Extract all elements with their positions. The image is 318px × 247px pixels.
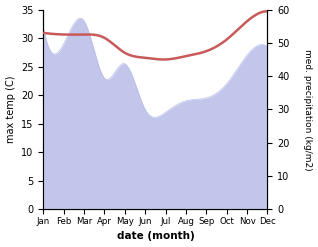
Y-axis label: med. precipitation (kg/m2): med. precipitation (kg/m2) [303,49,313,170]
X-axis label: date (month): date (month) [116,231,194,242]
Y-axis label: max temp (C): max temp (C) [5,76,16,143]
